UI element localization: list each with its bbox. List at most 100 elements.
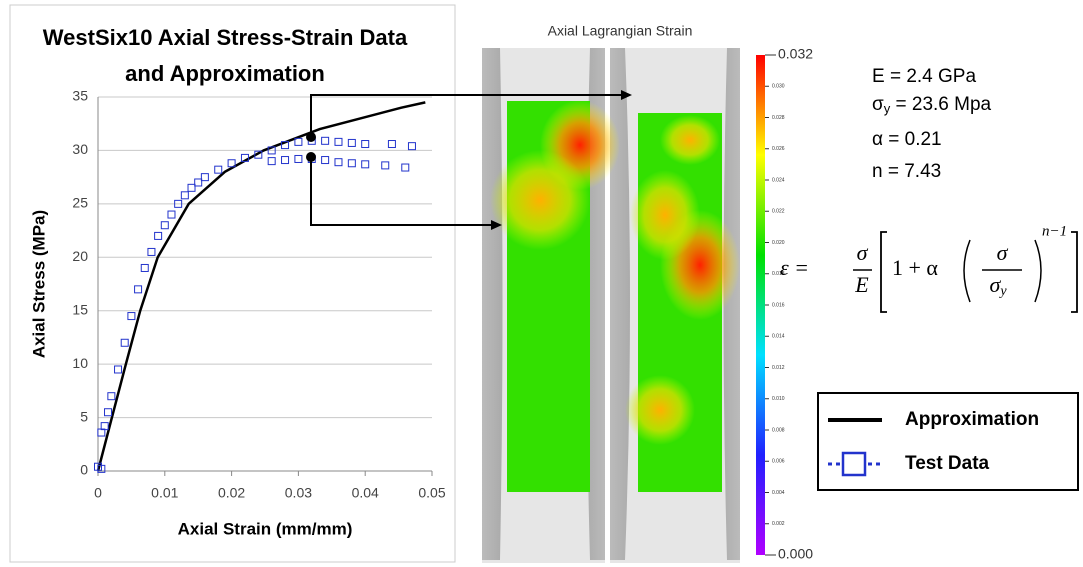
colorbar-tick-label: 0.024 [772,177,785,183]
y-tick-label: 5 [80,408,88,424]
colorbar-tick-label: 0.020 [772,240,785,246]
colorbar-tick-label: 0.018 [772,271,785,277]
data-point [294,154,303,163]
data-point [267,146,276,155]
x-tick-label: 0.03 [285,485,312,501]
data-point [214,165,223,174]
data-point [154,231,163,240]
specimen-edge [610,48,740,560]
strain-hotspot [630,170,700,260]
approximation-line [96,101,426,472]
param: n = 7.43 [872,161,941,182]
data-point [200,173,209,182]
specimen-edge [482,48,605,560]
data-point [254,150,263,159]
marker-dot [306,152,316,162]
data-point [334,137,343,146]
data-point [321,136,330,145]
y-tick-label: 15 [72,301,88,317]
data-point [321,156,330,165]
eq-inner: 1 + α [892,255,938,280]
chart-frame [9,4,456,563]
colorbar-tick-label: 0.022 [772,209,785,215]
legend-swatch [841,451,867,477]
data-point [187,183,196,192]
data-point [361,140,370,149]
legend-label: Test Data [905,453,990,474]
data-point [407,142,416,151]
colorbar-tick-label: 0.004 [772,490,785,496]
eq-exponent: n−1 [1042,223,1067,239]
colorbar-tick-label: 0.016 [772,302,785,308]
data-point [104,408,113,417]
param: σy = 23.6 Mpa [872,94,992,116]
data-point [387,140,396,149]
y-tick-label: 0 [80,462,88,478]
colorbar-tick-label: 0.026 [772,146,785,152]
data-point [194,178,203,187]
data-point [240,153,249,162]
x-tick-label: 0.02 [218,485,245,501]
data-point [100,422,109,431]
eq-frac-den: σy [989,272,1007,299]
data-point [160,221,169,230]
x-tick-label: 0.04 [352,485,379,501]
x-axis-label: Axial Strain (mm/mm) [178,519,353,538]
eq-num: σ [857,240,869,265]
marker-dot [306,132,316,142]
equation: ε = σ E 1 + α σ σy n−1 [780,223,1078,313]
y-tick-label: 35 [72,88,88,104]
colorbar [756,55,765,555]
data-point [347,138,356,147]
colorbar-tick-label: 0.008 [772,427,785,433]
colorbar-tick-label: 0.010 [772,396,785,402]
eq-den: E [854,272,869,297]
param: α = 0.21 [872,129,942,150]
data-point [294,137,303,146]
colorbar-tick-label: 0.000 [778,546,813,562]
colorbar-tick-label: 0.032 [778,46,813,62]
data-point [281,156,290,165]
colorbar-tick-label: 0.028 [772,115,785,121]
x-tick-label: 0 [94,485,102,501]
data-point [140,263,149,272]
eq-lhs: ε = [780,255,809,280]
colorbar-tick-label: 0.002 [772,521,785,527]
strain-hotspot [490,150,590,250]
data-point [401,163,410,172]
x-tick-label: 0.05 [418,485,445,501]
colorbar-tick-label: 0.012 [772,365,785,371]
eq-frac-num: σ [997,240,1009,265]
data-point [97,464,106,473]
arrows [310,94,622,226]
data-point [134,285,143,294]
colorbar-tick-label: 0.006 [772,459,785,465]
y-axis-label: Axial Stress (MPa) [29,210,48,358]
legend-label: Approximation [905,409,1039,430]
data-point [120,338,129,347]
data-point [227,159,236,168]
data-point [174,199,183,208]
data-point [361,160,370,169]
strain-hotspot [660,115,720,165]
y-tick-label: 30 [72,141,88,157]
colorbar-tick-label: 0.014 [772,334,785,340]
data-point [281,141,290,150]
y-tick-label: 20 [72,248,88,264]
data-point [381,161,390,170]
data-point [147,247,156,256]
data-point [107,392,116,401]
data-point [114,365,123,374]
param: E = 2.4 GPa [872,66,976,87]
x-tick-label: 0.01 [151,485,178,501]
data-point [347,159,356,168]
y-tick-label: 10 [72,355,88,371]
data-point [167,210,176,219]
data-point [267,157,276,166]
colorbar-tick-label: 0.030 [772,84,785,90]
y-tick-label: 25 [72,195,88,211]
chart-title: WestSix10 Axial Stress-Strain Data and A… [42,25,408,86]
strain-hotspot [625,375,695,445]
